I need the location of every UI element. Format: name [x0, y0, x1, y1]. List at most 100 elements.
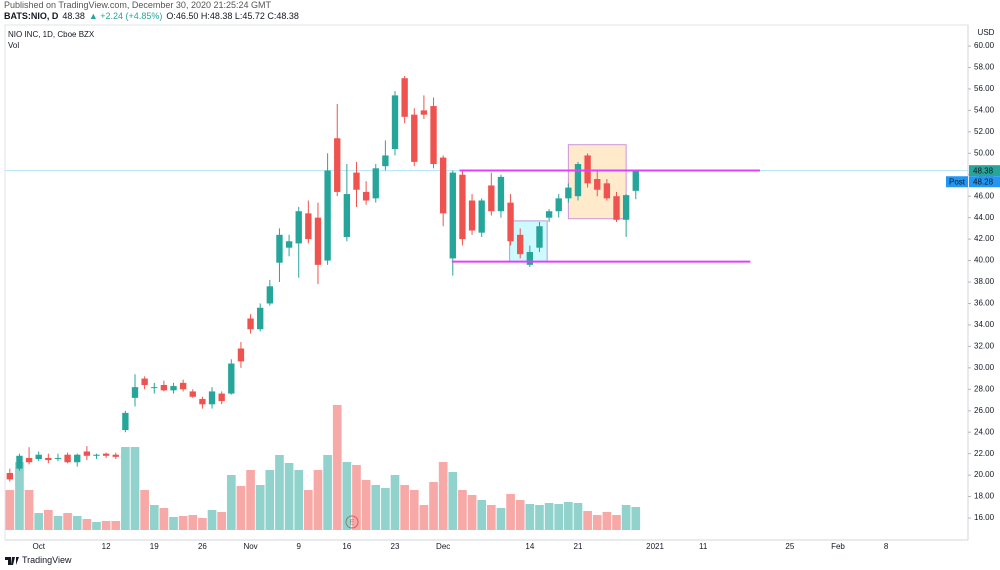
candle-body	[439, 157, 447, 214]
volume-bar	[275, 455, 284, 530]
volume-bar	[583, 511, 592, 530]
volume-bar	[419, 505, 429, 530]
candle-body	[353, 172, 360, 190]
chart: NIO INC, 1D, Cboe BZX Vol USD E 16.0018.…	[4, 24, 1000, 551]
candle-body	[257, 307, 264, 330]
volume-bar	[226, 475, 236, 530]
volume-label: Vol	[8, 41, 19, 50]
candle-body	[285, 241, 293, 248]
y-tick-label: 20.00	[974, 470, 995, 479]
volume-bar	[265, 470, 275, 530]
x-tick-label: 12	[102, 542, 111, 551]
candle-body	[35, 454, 42, 460]
volume-bar	[44, 510, 53, 530]
brand: TradingView	[22, 555, 72, 565]
candle-body	[170, 386, 177, 391]
volume-bar	[178, 516, 188, 530]
y-tick-label: 38.00	[974, 277, 995, 286]
change: ▲ +2.24 (+4.85%)	[88, 11, 163, 21]
volume-bar	[332, 405, 342, 530]
candle-body	[160, 384, 168, 391]
volume-bar	[34, 513, 44, 530]
footer: TradingView	[5, 555, 72, 565]
candle-body	[189, 391, 196, 397]
volume-bar	[409, 490, 419, 530]
volume-bar	[477, 500, 487, 530]
price-tag-name-box	[946, 176, 968, 188]
volume-bar	[101, 521, 111, 530]
x-tick-label: 2021	[646, 542, 664, 551]
volume-bar	[140, 490, 149, 530]
price-tag-name: Post	[949, 177, 966, 186]
candle-body	[362, 191, 370, 201]
volume-bar	[612, 515, 621, 530]
y-tick-label: 28.00	[974, 384, 995, 393]
volume-bar	[121, 447, 130, 530]
chart-title: NIO INC, 1D, Cboe BZX	[8, 30, 95, 39]
volume-bar	[24, 490, 34, 530]
volume-bar	[467, 495, 477, 530]
candle-body	[122, 412, 129, 431]
y-tick-label: 42.00	[974, 234, 995, 243]
candle-body	[594, 179, 601, 190]
volume-bar	[535, 505, 544, 530]
candle-body	[295, 211, 302, 244]
volume-bar	[371, 485, 381, 530]
volume-bar	[313, 470, 323, 530]
volume-bar	[400, 485, 409, 530]
volume-bar	[159, 508, 169, 530]
candle-body	[141, 378, 148, 385]
volume-bar	[15, 462, 24, 530]
price-tag-label: 48.28	[973, 177, 994, 186]
price-tag-label: 48.38	[973, 166, 994, 175]
candle-body	[622, 195, 630, 220]
y-tick-label: 18.00	[974, 492, 995, 501]
candle-body	[16, 455, 23, 469]
volume-bar	[544, 503, 554, 530]
volume-bar	[525, 504, 535, 530]
y-tick-label: 24.00	[974, 427, 995, 436]
y-tick-label: 34.00	[974, 320, 995, 329]
volume-bar	[554, 504, 564, 530]
volume-bar	[486, 505, 496, 530]
header: Published on TradingView.com, December 3…	[4, 0, 303, 22]
candle-body	[401, 78, 408, 117]
candle-body	[478, 200, 485, 233]
volume-bar	[573, 503, 583, 530]
volume-bar	[130, 447, 140, 530]
y-tick-label: 32.00	[974, 341, 995, 350]
x-tick-label: Oct	[32, 542, 45, 551]
volume-bar	[342, 462, 352, 530]
x-tick-label: 21	[574, 542, 583, 551]
plot-frame	[4, 24, 969, 541]
volume-bar	[323, 455, 332, 530]
candle-body	[565, 187, 572, 199]
volume-bar	[236, 486, 246, 530]
y-tick-label: 30.00	[974, 363, 995, 372]
volume-bar	[448, 472, 458, 530]
volume-bar	[361, 480, 371, 530]
y-tick-label: 40.00	[974, 256, 995, 265]
candle-body	[488, 185, 495, 212]
candle-body	[536, 226, 543, 248]
candle-body	[468, 200, 476, 231]
x-tick-label: 23	[391, 542, 400, 551]
y-tick-label: 60.00	[974, 41, 995, 50]
candle-body	[131, 387, 139, 398]
volume-bar	[294, 470, 304, 530]
x-tick-label: 19	[150, 542, 159, 551]
volume-bar	[284, 463, 294, 530]
y-tick-label: 58.00	[974, 63, 995, 72]
volume-bar	[381, 488, 390, 530]
volume-layer	[5, 405, 641, 530]
currency: USD	[978, 28, 995, 37]
volume-bar	[429, 482, 438, 530]
candle-body	[228, 363, 235, 394]
volume-bar	[92, 522, 101, 530]
candle-body	[247, 318, 254, 330]
volume-bar	[390, 475, 400, 530]
candle-body	[237, 348, 245, 362]
candle-body	[54, 457, 62, 459]
x-tick-label: 26	[198, 542, 207, 551]
